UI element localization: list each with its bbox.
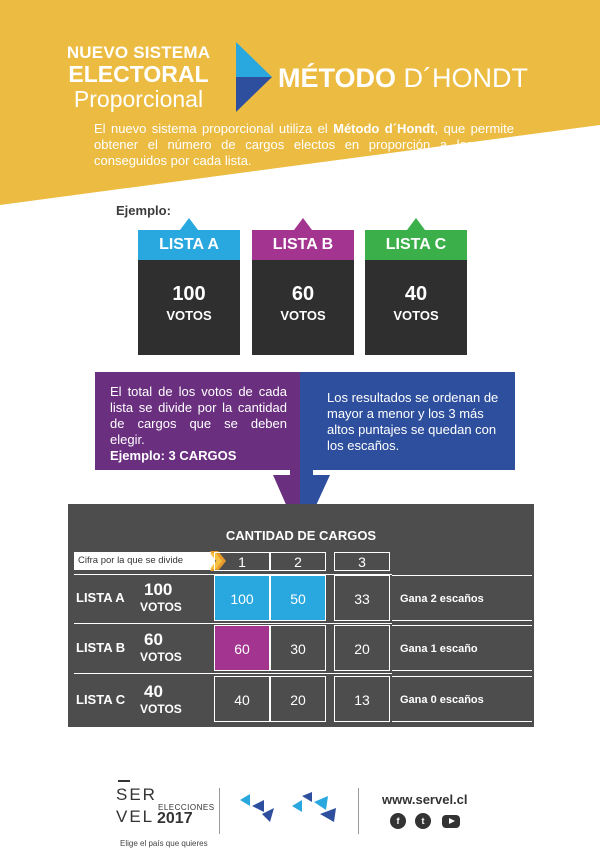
- results-table: CANTIDAD DE CARGOS Cifra por la que se d…: [68, 504, 534, 727]
- table-cell: 100: [214, 575, 270, 621]
- brand-title: NUEVO SISTEMA ELECTORAL Proporcional: [66, 43, 211, 113]
- row-result: Gana 0 escaños: [392, 676, 532, 722]
- triangle-logo-icon: [236, 42, 272, 112]
- servel-line1: SER: [116, 785, 157, 804]
- row-name: LISTA C: [76, 692, 126, 707]
- intro-part2: , que permite obtener el número de cargo…: [94, 121, 515, 168]
- footer: SER VEL ELECCIONES 2017 Elige el país qu…: [0, 780, 600, 863]
- row-votes: 40: [144, 682, 163, 701]
- row-votes-label: VOTOS: [140, 600, 182, 614]
- card-body: 100 VOTOS: [138, 260, 240, 355]
- footer-divider: [219, 788, 220, 834]
- lista-card-b: LISTA B 60 VOTOS: [252, 218, 354, 355]
- row-divider: [74, 623, 392, 624]
- row-votes: 60: [144, 630, 163, 649]
- card-header: LISTA C: [365, 230, 467, 260]
- card-votes-label: VOTOS: [280, 308, 326, 323]
- slogan: Elige el país que quieres: [120, 839, 208, 848]
- youtube-icon[interactable]: [442, 815, 460, 828]
- brand-line1: NUEVO SISTEMA: [66, 43, 211, 62]
- facebook-icon[interactable]: f: [390, 813, 406, 829]
- row-votes-label: VOTOS: [140, 702, 182, 716]
- row-name: LISTA A: [76, 590, 125, 605]
- servel-dash: [118, 780, 130, 782]
- column-header-1: 1: [214, 552, 270, 571]
- table-cell: 40: [214, 676, 270, 722]
- metodo-title: MÉTODO D´HONDT: [278, 63, 528, 94]
- explanation-left-body: El total de los votos de cada lista se d…: [110, 384, 287, 447]
- row-result: Gana 1 escaño: [392, 625, 532, 671]
- table-title: CANTIDAD DE CARGOS: [225, 528, 377, 543]
- card-body: 40 VOTOS: [365, 260, 467, 355]
- column-header-3: 3: [334, 552, 390, 571]
- intro-part1: El nuevo sistema proporcional utiliza el: [94, 121, 334, 136]
- row-name: LISTA B: [76, 640, 126, 655]
- explanation-right-text: Los resultados se ordenan de mayor a men…: [327, 390, 499, 453]
- servel-line2: VEL: [116, 807, 155, 826]
- elecciones-label: ELECCIONES: [158, 803, 215, 812]
- twitter-icon[interactable]: t: [415, 813, 431, 829]
- table-cell: 30: [270, 625, 326, 671]
- card-votes: 40: [404, 283, 428, 305]
- lista-card-a: LISTA A 100 VOTOS: [138, 218, 240, 355]
- table-cell: 33: [334, 575, 390, 621]
- lista-card-c: LISTA C 40 VOTOS: [365, 218, 467, 355]
- brand-line3: Proporcional: [73, 86, 204, 112]
- explanation-left-text: El total de los votos de cada lista se d…: [110, 384, 287, 464]
- ejemplo-label: Ejemplo:: [116, 203, 171, 218]
- table-cell: 50: [270, 575, 326, 621]
- card-votes: 100: [172, 283, 206, 305]
- intro-text: El nuevo sistema proporcional utiliza el…: [94, 121, 514, 169]
- metodo-bold: MÉTODO: [278, 63, 397, 93]
- brand-line2: ELECTORAL: [68, 61, 209, 87]
- row-divider: [74, 673, 392, 674]
- divisor-label: Cifra por la que se divide: [74, 552, 214, 570]
- explanation-panel: El total de los votos de cada lista se d…: [95, 370, 515, 525]
- elecciones-year: 2017: [157, 810, 193, 827]
- card-notch: [180, 218, 198, 230]
- card-header: LISTA A: [138, 230, 240, 260]
- metodo-rest: D´HONDT: [396, 63, 528, 93]
- triangles-logo-icon: [240, 792, 336, 822]
- card-notch: [407, 218, 425, 230]
- row-result: Gana 2 escaños: [392, 575, 532, 621]
- card-votes-label: VOTOS: [393, 308, 439, 323]
- row-divider: [74, 574, 392, 575]
- card-votes: 60: [291, 283, 315, 305]
- explanation-arrows: [95, 372, 515, 525]
- intro-bold: Método d´Hondt: [333, 121, 435, 136]
- table-cell: 20: [334, 625, 390, 671]
- card-notch: [294, 218, 312, 230]
- table-cell: 13: [334, 676, 390, 722]
- website-link[interactable]: www.servel.cl: [382, 792, 468, 807]
- table-cell: 60: [214, 625, 270, 671]
- footer-divider: [358, 788, 359, 834]
- card-votes-label: VOTOS: [166, 308, 212, 323]
- card-header: LISTA B: [252, 230, 354, 260]
- table-cell: 20: [270, 676, 326, 722]
- explanation-left-bold: Ejemplo: 3 CARGOS: [110, 448, 237, 463]
- column-header-2: 2: [270, 552, 326, 571]
- card-body: 60 VOTOS: [252, 260, 354, 355]
- row-votes-label: VOTOS: [140, 650, 182, 664]
- row-votes: 100: [144, 580, 173, 599]
- header-background: [0, 0, 600, 205]
